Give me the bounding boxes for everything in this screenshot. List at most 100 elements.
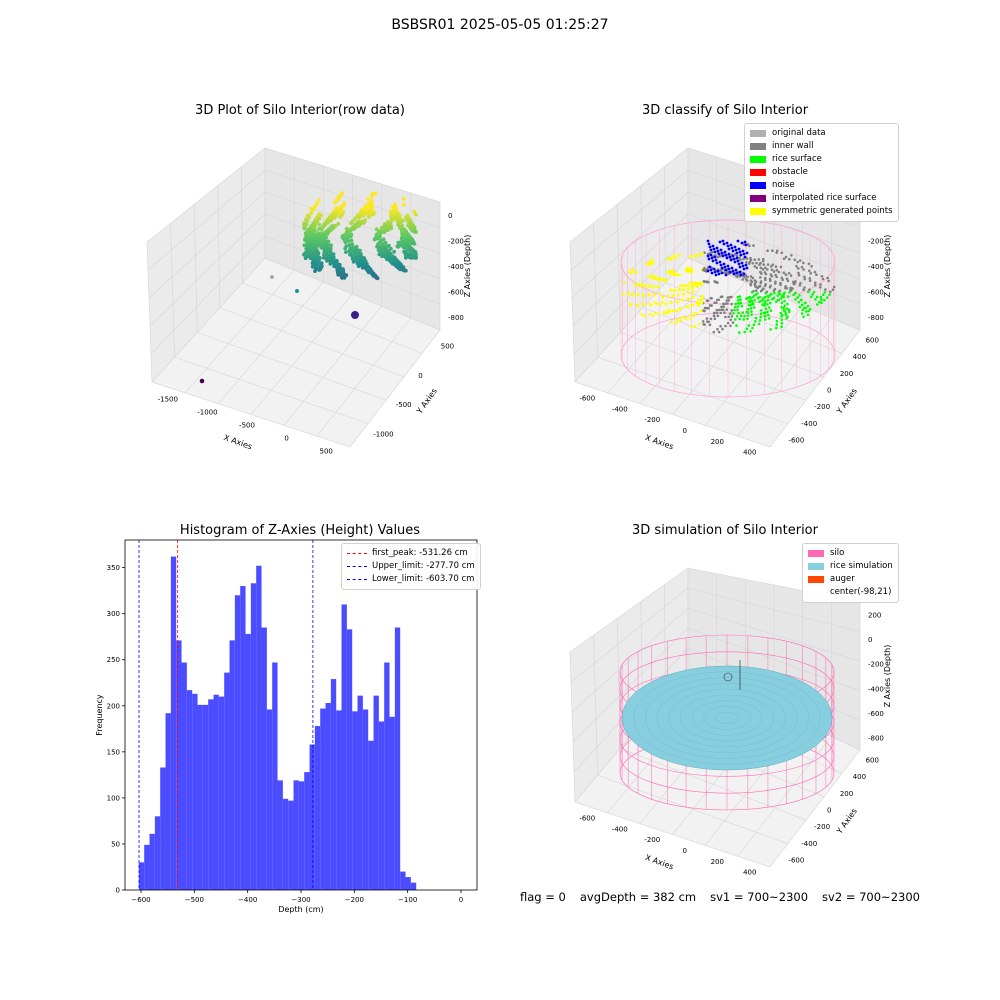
histogram-bar <box>293 780 299 890</box>
plot2-gridline <box>704 305 803 426</box>
plot2-gridline <box>593 223 598 358</box>
plot1-point <box>349 238 354 243</box>
plot2-point <box>679 319 683 323</box>
plot2-point <box>824 288 827 291</box>
plot2-point <box>706 269 710 273</box>
plot2-point <box>678 306 681 310</box>
plot2-point <box>631 268 635 272</box>
plot2-point <box>708 323 712 327</box>
legend-swatch <box>750 169 766 176</box>
plot2-point <box>795 264 798 268</box>
histogram-bar <box>288 800 294 890</box>
plot2-point <box>739 258 742 261</box>
plot4-xlabel: X Axies <box>644 853 675 872</box>
plot2-point <box>753 294 756 297</box>
plot2-point <box>826 276 829 280</box>
plot2-gridline <box>620 332 807 401</box>
plot1-point <box>385 248 389 253</box>
plot1-gridline <box>170 223 175 358</box>
plot1-point <box>362 256 367 260</box>
plot2-legend-item: symmetric generated points <box>750 205 893 218</box>
plot2-point <box>749 296 752 300</box>
plot2-point <box>769 265 773 268</box>
plot4-mesh-line <box>668 688 786 748</box>
plot1-point <box>379 238 384 243</box>
plot2-point <box>736 298 740 302</box>
plot2-point <box>689 303 693 306</box>
plot2-point <box>711 259 715 263</box>
plot2-point <box>712 311 716 315</box>
plot2-point <box>763 284 767 288</box>
plot2-classified-points <box>621 239 836 334</box>
plot2-point <box>725 241 729 245</box>
plot1-axes3d[interactable]: -1500 -1000 -500 0 500 500 0 -500 -1000 0 -200 -400… <box>125 125 500 470</box>
plot1-point <box>363 218 368 222</box>
plot4-axes3d[interactable]: -600 -400 -200 0 200 400 600 400 200 0 -200 -400 -60… <box>550 545 925 890</box>
plot1-gridline <box>264 235 441 305</box>
plot2-point <box>712 314 716 318</box>
plot2-point <box>691 284 694 287</box>
plot2-point <box>755 266 759 270</box>
plot2-point <box>780 318 784 322</box>
plot2-point <box>827 279 830 283</box>
plot4-legend-item: silo <box>808 547 893 560</box>
plot2-point <box>813 283 817 287</box>
plot1-point <box>328 253 333 257</box>
plot1-point <box>309 211 313 216</box>
plot1-point <box>366 197 370 202</box>
histogram-bar <box>346 629 353 890</box>
plot2-point <box>678 273 682 277</box>
plot2-point <box>711 244 715 248</box>
plot2-point <box>715 261 719 265</box>
plot2-point <box>694 283 698 287</box>
plot2-point <box>819 295 823 299</box>
plot2-point <box>822 293 825 297</box>
legend-label: first_peak: -531.26 cm <box>372 548 468 558</box>
legend-swatch <box>808 563 824 570</box>
plot1-point <box>407 239 412 243</box>
plot2-point <box>733 245 737 249</box>
plot2-point <box>794 291 797 295</box>
plot2-point <box>748 300 751 304</box>
plot1-point <box>403 233 408 238</box>
plot2-point <box>676 293 680 296</box>
plot2-point <box>798 294 801 297</box>
plot2-point <box>712 247 716 251</box>
plot1-point <box>400 267 404 272</box>
plot4-ytick-label: 0 <box>827 807 831 815</box>
plot2-point <box>734 268 738 272</box>
histogram-xtick-label: −200 <box>345 896 364 904</box>
plot2-point <box>754 316 758 320</box>
plot2-legend-item: obstacle <box>750 166 893 179</box>
plot2-point <box>794 298 797 301</box>
plot1-point <box>397 224 402 229</box>
plot2-legend: original data inner wall rice surface obsta… <box>744 123 899 222</box>
histogram-bar <box>336 710 342 890</box>
plot4-gridline <box>597 774 789 844</box>
plot2-point <box>818 300 821 304</box>
plot2-point <box>649 261 653 265</box>
plot2-point <box>699 298 703 302</box>
plot2-gridline <box>616 204 621 333</box>
plot2-point <box>647 292 650 296</box>
plot2-point <box>788 291 791 294</box>
histogram-xlabel: Depth (cm) <box>278 905 323 914</box>
plot1-point <box>388 251 393 256</box>
plot1-gridline <box>219 307 405 378</box>
histogram-chart[interactable]: −600 −500 −400 −300 −200 −100 0 0 50 100 150 200 250… <box>80 530 500 920</box>
plot2-point <box>707 320 710 324</box>
plot2-point <box>737 247 741 251</box>
plot1-ztick-label: -800 <box>448 314 464 322</box>
plot2-point <box>781 294 784 298</box>
plot1-point <box>358 260 363 265</box>
histogram-bar <box>362 709 369 890</box>
plot2-xtick-label: -600 <box>579 394 595 402</box>
plot1-point <box>321 244 325 249</box>
plot2-point <box>764 295 767 299</box>
plot2-point <box>654 311 657 315</box>
plot2-point <box>821 277 825 281</box>
plot2-xtick-label: 0 <box>683 427 687 435</box>
histogram-bar <box>314 726 321 890</box>
plot1-point <box>325 258 329 263</box>
plot2-point <box>800 265 804 269</box>
